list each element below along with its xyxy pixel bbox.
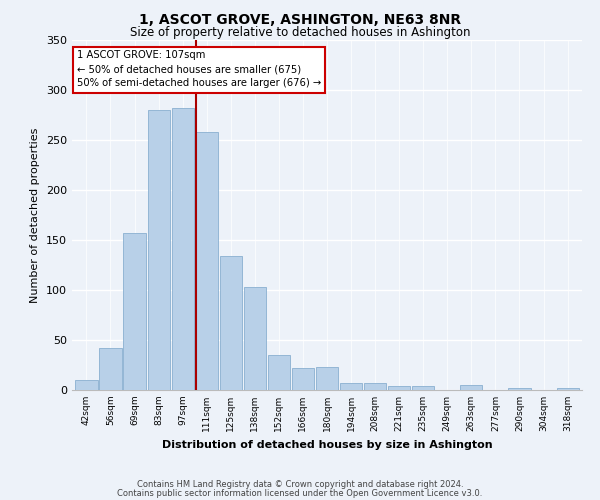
Bar <box>172 108 194 390</box>
Bar <box>340 383 362 390</box>
Bar <box>244 287 266 390</box>
Bar <box>557 388 578 390</box>
Bar <box>364 383 386 390</box>
Bar <box>508 388 530 390</box>
Bar <box>196 132 218 390</box>
Text: 1 ASCOT GROVE: 107sqm
← 50% of detached houses are smaller (675)
50% of semi-det: 1 ASCOT GROVE: 107sqm ← 50% of detached … <box>77 50 322 88</box>
Y-axis label: Number of detached properties: Number of detached properties <box>31 128 40 302</box>
Bar <box>148 110 170 390</box>
Text: 1, ASCOT GROVE, ASHINGTON, NE63 8NR: 1, ASCOT GROVE, ASHINGTON, NE63 8NR <box>139 12 461 26</box>
Bar <box>388 386 410 390</box>
X-axis label: Distribution of detached houses by size in Ashington: Distribution of detached houses by size … <box>161 440 493 450</box>
Bar <box>76 380 98 390</box>
Text: Size of property relative to detached houses in Ashington: Size of property relative to detached ho… <box>130 26 470 39</box>
Bar <box>220 256 242 390</box>
Bar <box>292 368 314 390</box>
Bar <box>268 355 290 390</box>
Bar <box>100 348 122 390</box>
Bar <box>412 386 434 390</box>
Text: Contains HM Land Registry data © Crown copyright and database right 2024.: Contains HM Land Registry data © Crown c… <box>137 480 463 489</box>
Bar <box>124 233 146 390</box>
Bar <box>460 385 482 390</box>
Bar <box>316 367 338 390</box>
Text: Contains public sector information licensed under the Open Government Licence v3: Contains public sector information licen… <box>118 488 482 498</box>
